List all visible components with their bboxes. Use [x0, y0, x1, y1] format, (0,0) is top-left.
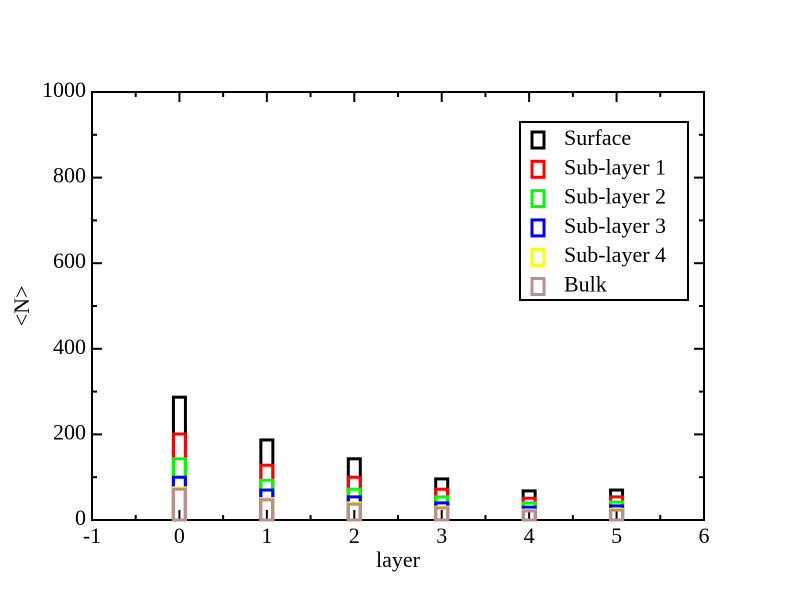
legend-label: Surface: [564, 125, 631, 150]
legend-label: Sub-layer 4: [564, 242, 666, 267]
bar: [346, 502, 362, 522]
x-tick-label: 1: [261, 523, 272, 548]
y-tick-label: 0: [75, 505, 86, 530]
legend-swatch: [530, 189, 546, 209]
legend-box: [519, 121, 689, 301]
legend-swatch: [530, 218, 546, 238]
legend-swatch: [530, 247, 546, 267]
x-tick-label: 0: [174, 523, 185, 548]
x-tick-label: 2: [349, 523, 360, 548]
y-tick-label: 1000: [42, 77, 86, 102]
bar: [259, 498, 275, 522]
bar: [521, 509, 537, 522]
x-tick-label: -1: [83, 523, 101, 548]
y-axis-label: <N>: [9, 286, 34, 327]
y-tick-label: 400: [53, 334, 86, 359]
x-axis-label: layer: [376, 547, 421, 572]
bar: [434, 506, 450, 522]
legend-label: Sub-layer 2: [564, 184, 666, 209]
legend-swatch: [530, 277, 546, 296]
x-tick-label: 6: [699, 523, 710, 548]
bar: [609, 508, 625, 522]
y-tick-label: 800: [53, 163, 86, 188]
legend-label: Sub-layer 3: [564, 213, 666, 238]
legend-label: Sub-layer 1: [564, 154, 666, 179]
y-tick-label: 600: [53, 248, 86, 273]
x-tick-label: 5: [611, 523, 622, 548]
legend-swatch: [530, 130, 546, 150]
bar: [171, 487, 187, 522]
legend-label: Bulk: [564, 272, 607, 297]
x-tick-label: 3: [436, 523, 447, 548]
legend-swatch: [530, 159, 546, 179]
x-tick-label: 4: [524, 523, 535, 548]
y-tick-label: 200: [53, 419, 86, 444]
